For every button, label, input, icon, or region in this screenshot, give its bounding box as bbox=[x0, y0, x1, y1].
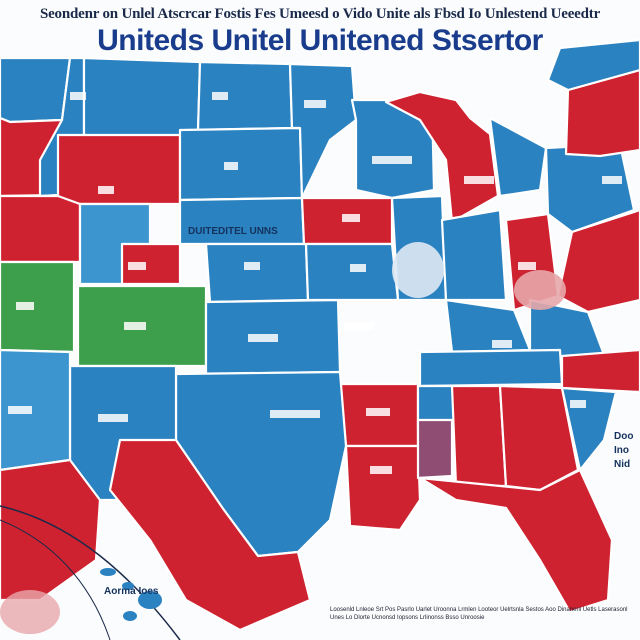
state-north-carolina[interactable] bbox=[560, 348, 640, 394]
state-kansas[interactable] bbox=[204, 242, 310, 304]
island-icon bbox=[123, 611, 137, 621]
state-indiana[interactable] bbox=[440, 208, 508, 302]
state-montana[interactable] bbox=[82, 56, 202, 142]
state-label-marks bbox=[8, 92, 622, 474]
state-maine[interactable] bbox=[546, 38, 640, 92]
state-florida[interactable] bbox=[418, 468, 614, 614]
map-title: Uniteds Unitel Unitened Stsertor bbox=[97, 24, 543, 57]
dotted-pattern bbox=[514, 270, 566, 310]
island-icon bbox=[138, 591, 162, 609]
island-icon bbox=[122, 582, 134, 590]
island-icon bbox=[100, 568, 116, 576]
inset-border-line bbox=[0, 505, 181, 640]
region-green-west[interactable] bbox=[0, 260, 76, 354]
central-label: DUITEDITEL UNNS bbox=[188, 226, 278, 237]
state-wyoming[interactable] bbox=[56, 133, 182, 206]
inset-border-line-inner bbox=[0, 519, 111, 640]
state-louisiana[interactable] bbox=[344, 444, 422, 532]
state-minnesota[interactable] bbox=[288, 62, 358, 200]
state-alabama[interactable] bbox=[450, 384, 508, 488]
state-colorado-north[interactable] bbox=[120, 242, 182, 286]
state-south-dakota[interactable] bbox=[178, 126, 304, 202]
state-south-carolina[interactable] bbox=[560, 386, 618, 472]
state-mississippi[interactable] bbox=[416, 418, 454, 480]
header-top-line: Seondenr on Unlel Atscrcar Fostis Fes Um… bbox=[39, 6, 601, 22]
state-washington[interactable] bbox=[0, 56, 72, 124]
state-michigan-east[interactable] bbox=[488, 116, 548, 198]
state-nevada[interactable] bbox=[0, 194, 82, 264]
inset-label: Aorma Ioes bbox=[104, 586, 159, 597]
state-nebraska[interactable] bbox=[178, 196, 306, 246]
footer-text: Loosenld Lnleoe Srt Pos Pasrlo Uarlet Ur… bbox=[330, 607, 628, 621]
region-south-texas[interactable] bbox=[108, 438, 312, 632]
east-coast-label: Doo Ino Nid bbox=[614, 431, 634, 470]
region-southwest-red[interactable] bbox=[0, 458, 102, 602]
dotted-pattern bbox=[0, 590, 60, 634]
dotted-pattern bbox=[392, 242, 444, 298]
state-tennessee[interactable] bbox=[418, 348, 564, 388]
state-michigan[interactable] bbox=[384, 90, 500, 224]
